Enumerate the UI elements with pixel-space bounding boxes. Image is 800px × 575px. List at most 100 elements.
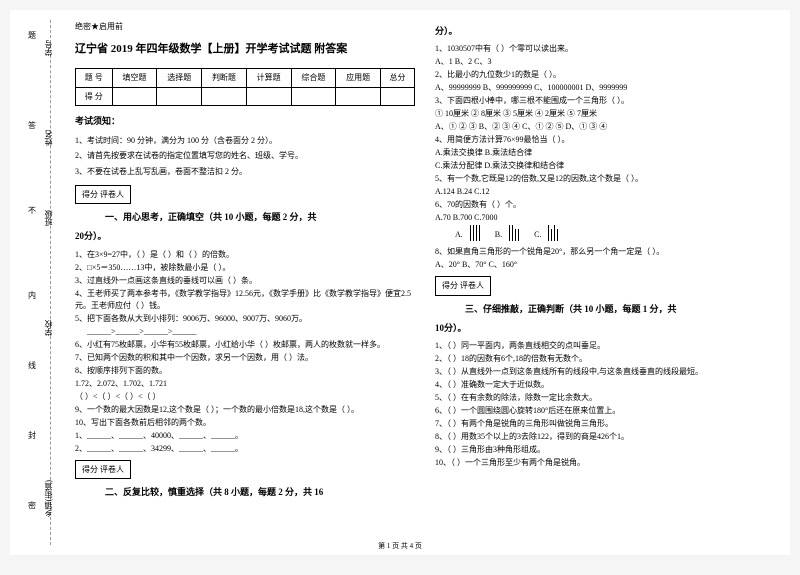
q: 1.72、2.072、1.702、1.721: [75, 378, 415, 390]
margin-labels: 学号 姓名 班级 学校 乡镇(街道) 题 答 不 内 线 封 密: [18, 10, 53, 555]
label-banji: 班级: [43, 210, 54, 226]
q: A、20° B、70° C、160°: [435, 259, 775, 271]
td: [157, 87, 202, 106]
q: 7、已知两个因数的积和其中一个因数，求另一个因数，用（ ）法。: [75, 352, 415, 364]
th: 综合题: [291, 69, 336, 88]
q: 1、（ ）同一平面内，两条直线相交的点叫垂足。: [435, 340, 775, 352]
q: A、99999999 B、999999999 C、100000001 D、999…: [435, 82, 775, 94]
th: 总分: [381, 69, 415, 88]
dash-label-bu: 不: [28, 205, 36, 216]
q: 8、如果直角三角形的一个锐角是20°，那么另一个角一定是（ ）。: [435, 246, 775, 258]
th: 选择题: [157, 69, 202, 88]
q: 5、（ ）在有余数的除法，除数一定比余数大。: [435, 392, 775, 404]
q: C.乘法分配律 D.乘法交换律和结合律: [435, 160, 775, 172]
section3-questions: 1、（ ）同一平面内，两条直线相交的点叫垂足。 2、（ ）18的因数有6个,18…: [435, 340, 775, 469]
q: 2、（ ）18的因数有6个,18的倍数有无数个。: [435, 353, 775, 365]
q: （ ）<（ ）<（ ）<（ ）: [75, 391, 415, 403]
th: 判断题: [202, 69, 247, 88]
dash-label-xian: 线: [28, 360, 36, 371]
notice-item: 2、请首先按要求在试卷的指定位置填写您的姓名、班级、学号。: [75, 149, 415, 163]
notice-item: 3、不要在试卷上乱写乱画，卷面不整洁扣 2 分。: [75, 165, 415, 179]
q: 6、小红有75枚邮票，小华有55枚邮票，小红给小华（ ）枚邮票，两人的枚数就一样…: [75, 339, 415, 351]
section2-title: 二、反复比较，慎重选择（共 8 小题，每题 2 分，共 16: [105, 487, 323, 497]
lines-icon: [469, 225, 481, 245]
q: 2、______、______、34299、______、______。: [75, 443, 415, 455]
q: 4、用简便方法计算76×99最恰当（ ）。: [435, 134, 775, 146]
q: 6、（ ）一个圆围绕圆心旋转180°后还在原来位置上。: [435, 405, 775, 417]
dash-label-feng: 封: [28, 430, 36, 441]
q: ① 10厘米 ② 8厘米 ③ 5厘米 ④ 2厘米 ⑤ 7厘米: [435, 108, 775, 120]
section3-title: 三、仔细推敲，正确判断（共 10 小题，每题 1 分，共: [465, 304, 677, 314]
td: [202, 87, 247, 106]
q: A.70 B.700 C.7000: [435, 212, 775, 224]
q: 2、□×5＝350……13中，被除数最小是（ ）。: [75, 262, 415, 274]
section2-cont: 分）。: [435, 24, 775, 39]
td: [291, 87, 336, 106]
q: 8、按顺序排列下面的数。: [75, 365, 415, 377]
td: 得 分: [76, 87, 113, 106]
section3-header: 三、仔细推敲，正确判断（共 10 小题，每题 1 分，共: [435, 302, 775, 317]
notice-list: 1、考试时间：90 分钟，满分为 100 分（含卷面分 2 分）。 2、请首先按…: [75, 134, 415, 179]
dash-label-mi: 密: [28, 500, 36, 511]
q: 10、（ ）一个三角形至少有两个角是锐角。: [435, 457, 775, 469]
td: [246, 87, 291, 106]
right-column: 分）。 1、1030507中有（ ）个零可以读出来。 A、1 B、2 C、3 2…: [425, 20, 785, 545]
q: 1、______、______、40000、______、______。: [75, 430, 415, 442]
notice-title: 考试须知：: [75, 114, 415, 129]
opt-c: C.: [534, 230, 541, 239]
q: 4、王老师买了两本参考书，《数学教学指导》12.56元，《数学手册》比《数学教学…: [75, 288, 415, 312]
opt-b: B.: [495, 230, 502, 239]
table-row: 题 号 填空题 选择题 判断题 计算题 综合题 应用题 总分: [76, 69, 415, 88]
q: A.124 B.24 C.12: [435, 186, 775, 198]
q: 5、把下面各数从大到小排列：9006万、96000、9007万、9060万。: [75, 313, 415, 325]
q: 9、一个数的最大因数是12,这个数是（ ）；一个数的最小倍数是18,这个数是（ …: [75, 404, 415, 416]
exam-title: 辽宁省 2019 年四年级数学【上册】开学考试试题 附答案: [75, 40, 415, 59]
opt-a: A.: [455, 230, 463, 239]
label-xiangzhen: 乡镇(街道): [43, 480, 54, 517]
dash-label-da: 答: [28, 120, 36, 131]
table-row: 得 分: [76, 87, 415, 106]
q: 2、比最小的九位数少1的数是（ ）。: [435, 69, 775, 81]
q: 3、（ ）从直线外一点到这条直线所有的线段中,与这条直线垂直的线段最短。: [435, 366, 775, 378]
th: 填空题: [112, 69, 157, 88]
q: A、① ② ③ B、② ③ ④ C、① ② ⑤ D、① ③ ④: [435, 121, 775, 133]
binding-margin: 学号 姓名 班级 学校 乡镇(街道) 题 答 不 内 线 封 密: [10, 10, 60, 555]
figure-options: A. B. C.: [435, 225, 775, 245]
dash-label-ti: 题: [28, 30, 36, 41]
label-xingming: 姓名: [43, 130, 54, 146]
label-xuexiao: 学校: [43, 320, 54, 336]
lines-icon: [508, 225, 520, 245]
label-xuehao: 学号: [43, 40, 54, 56]
q: 4、（ ）准确数一定大于近似数。: [435, 379, 775, 391]
th: 应用题: [336, 69, 381, 88]
section1-header: 一、用心思考，正确填空（共 10 小题，每题 2 分，共: [75, 210, 415, 225]
page-footer: 第 1 页 共 4 页: [10, 541, 790, 551]
q: A.乘法交换律 B.乘法结合律: [435, 147, 775, 159]
th: 计算题: [246, 69, 291, 88]
q: 9、（ ）三角形由3种角形组成。: [435, 444, 775, 456]
q: 6、70的因数有（ ）个。: [435, 199, 775, 211]
q-blank: ______>______>______>______: [75, 326, 415, 338]
notice-item: 1、考试时间：90 分钟，满分为 100 分（含卷面分 2 分）。: [75, 134, 415, 148]
content-area: 绝密★启用前 辽宁省 2019 年四年级数学【上册】开学考试试题 附答案 题 号…: [60, 10, 790, 555]
secret-tag: 绝密★启用前: [75, 20, 415, 34]
td: [381, 87, 415, 106]
section3-cont: 10分）。: [435, 321, 775, 336]
section1-cont: 20分）。: [75, 229, 415, 244]
section2-questions: 1、1030507中有（ ）个零可以读出来。 A、1 B、2 C、3 2、比最小…: [435, 43, 775, 271]
td: [112, 87, 157, 106]
q: 3、过直线外一点画这条直线的垂线可以画（ ）条。: [75, 275, 415, 287]
q: 7、（ ）有两个角是锐角的三角形叫做锐角三角形。: [435, 418, 775, 430]
score-table: 题 号 填空题 选择题 判断题 计算题 综合题 应用题 总分 得 分: [75, 68, 415, 106]
q: A、1 B、2 C、3: [435, 56, 775, 68]
lines-icon: [547, 225, 559, 245]
th: 题 号: [76, 69, 113, 88]
q: 5、有一个数,它既是12的倍数,又是12的因数,这个数是（ ）。: [435, 173, 775, 185]
q: 3、下面四根小棒中，哪三根不能围成一个三角形（ ）。: [435, 95, 775, 107]
section1-questions: 1、在3×9=27中，（ ）是（ ）和（ ）的倍数。 2、□×5＝350……13…: [75, 249, 415, 455]
section1-title: 一、用心思考，正确填空（共 10 小题，每题 2 分，共: [105, 212, 317, 222]
q: 10、写出下面各数前后相邻的两个数。: [75, 417, 415, 429]
q: 1、1030507中有（ ）个零可以读出来。: [435, 43, 775, 55]
td: [336, 87, 381, 106]
scorer-box: 得分 评卷人: [75, 460, 131, 480]
